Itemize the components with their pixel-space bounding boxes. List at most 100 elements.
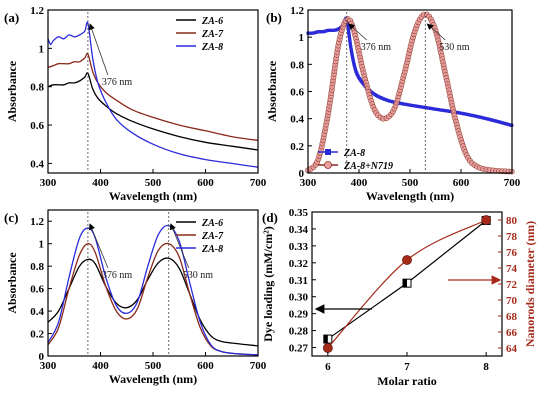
y-tick-label-left: 0.27 [289, 343, 309, 355]
series-b-0-marker [350, 51, 354, 55]
panel-d: 6 7 80.270.280.290.300.310.320.330.340.356… [261, 207, 537, 388]
series-dye-loading-marker-fill [323, 335, 328, 344]
y-axis-label-right: Nanorods diameter (nm) [523, 221, 537, 347]
annotation-arrow [348, 23, 368, 41]
y-tick-label: 0.6 [30, 284, 44, 296]
series-b-0-marker [347, 32, 351, 36]
y-tick-label-right: 76 [506, 247, 518, 259]
series-a-2-line [47, 21, 259, 168]
x-tick-label: 500 [402, 177, 419, 189]
panel-c: 300 400 500 600 700 0 0.2 0.4 0.6 0.8 1 1.2 Waveleng… [4, 209, 267, 386]
y-tick-label: 0 [39, 351, 45, 363]
x-tick-label: 700 [250, 177, 267, 189]
y-tick-label: 1 [39, 239, 45, 251]
y-axis-label-left: Dye loading (mM/cm²) [261, 226, 275, 342]
series-a-0-line [47, 72, 259, 151]
y-axis-label: Absorbance [5, 60, 19, 122]
x-tick-label: 300 [40, 360, 57, 372]
y-tick-label-left: 0.30 [289, 292, 309, 304]
annotation-label: 530 nm [439, 42, 470, 53]
y-tick-label: 0.4 [30, 306, 44, 318]
legend-label: ZA-6 [201, 16, 223, 27]
annotation-label: 530 nm [183, 270, 214, 281]
y-axis-label: Absorbance [5, 252, 19, 314]
y-tick-label: 0.8 [30, 82, 44, 94]
series-b-0-marker [353, 66, 357, 70]
legend-label: ZA-8 [201, 42, 223, 53]
series-b-0-marker [348, 41, 352, 45]
x-tick-label: 600 [453, 177, 470, 189]
x-tick-label: 400 [92, 177, 109, 189]
y-tick-label-left: 0.34 [289, 224, 309, 236]
series-nanorods-marker [322, 343, 333, 353]
y-tick-label: 1 [299, 32, 305, 44]
y-tick-label: 0.6 [290, 87, 304, 99]
panel-label: (d) [262, 210, 278, 225]
series-c-2-line [47, 224, 259, 356]
y-tick-label: 0.8 [30, 261, 44, 273]
legend-label: ZA-6 [201, 218, 223, 229]
x-tick-label: 400 [92, 360, 109, 372]
y-tick-label: 0.4 [290, 114, 304, 126]
legend-label: ZA-8 [343, 148, 365, 159]
annotation-arrow [88, 23, 109, 76]
y-tick-label: 0 [299, 168, 305, 180]
y-tick-label: 1.2 [30, 5, 44, 17]
x-tick-label: 6 [325, 361, 331, 373]
y-tick-label-right: 74 [506, 263, 518, 275]
legend-label: ZA-7 [201, 231, 224, 242]
y-tick-label-left: 0.33 [289, 241, 309, 253]
legend-label: ZA-7 [201, 29, 224, 40]
y-tick-label-right: 78 [506, 231, 518, 243]
panel-b: 300 400 500 600 700 0 0.2 0.4 0.6 0.8 1 1.2 Waveleng… [265, 5, 521, 203]
x-tick-label: 7 [404, 361, 410, 373]
legend-label: ZA-8+N719 [343, 161, 393, 172]
annotation-label: 376 nm [361, 42, 392, 53]
panel-label: (c) [4, 210, 18, 225]
y-tick-label-right: 68 [506, 311, 518, 323]
series-nanorods-marker [481, 215, 492, 225]
x-tick-label: 600 [197, 177, 214, 189]
panel-a: 300 400 500 600 700 0.4 0.6 0.8 1 1.2 Wavelength (… [4, 5, 267, 203]
legend-marker [324, 161, 332, 169]
annotation-arrow [169, 223, 190, 269]
x-tick-label: 700 [504, 177, 521, 189]
series-c-0-line [47, 257, 259, 347]
x-tick-label: 8 [483, 361, 489, 373]
y-tick-label: 1.2 [30, 216, 44, 228]
y-tick-label: 0.2 [290, 141, 304, 153]
y-tick-label-left: 0.35 [289, 207, 309, 219]
series-dye-loading-marker-fill [403, 279, 407, 288]
panel-label: (a) [4, 10, 19, 25]
y-tick-label: 1 [39, 43, 45, 55]
x-tick-label: 500 [145, 360, 162, 372]
x-tick-label: 400 [351, 177, 368, 189]
y-tick-label: 1.2 [290, 5, 304, 17]
x-tick-label: 500 [145, 177, 162, 189]
y-tick-label-right: 72 [506, 279, 518, 291]
y-axis-label: Absorbance [265, 60, 279, 122]
y-tick-label: 0.4 [30, 158, 44, 170]
x-tick-label: 300 [300, 177, 317, 189]
y-tick-label-left: 0.28 [289, 326, 309, 338]
panel-label: (b) [266, 10, 282, 25]
y-tick-label: 0.8 [290, 59, 304, 71]
x-axis-label: Wavelength (nm) [366, 189, 454, 203]
annotation-label: 376 nm [102, 77, 132, 88]
y-tick-label-left: 0.29 [289, 309, 309, 321]
x-tick-label: 700 [250, 360, 267, 372]
panel-c-frame [47, 209, 259, 357]
series-nanorods-marker [402, 255, 412, 265]
legend-label: ZA-8 [201, 244, 223, 255]
series-a-1-line [47, 52, 259, 142]
legend-marker [325, 149, 331, 155]
y-tick-label-left: 0.32 [289, 258, 309, 270]
x-tick-label: 600 [197, 360, 214, 372]
annotation-arrow [89, 223, 109, 269]
x-axis-label: Wavelength (nm) [109, 372, 197, 386]
annotation-arrow [426, 23, 446, 41]
series-c-1-line [47, 242, 259, 356]
y-tick-label-right: 64 [506, 343, 518, 355]
y-tick-label-right: 80 [506, 215, 518, 227]
